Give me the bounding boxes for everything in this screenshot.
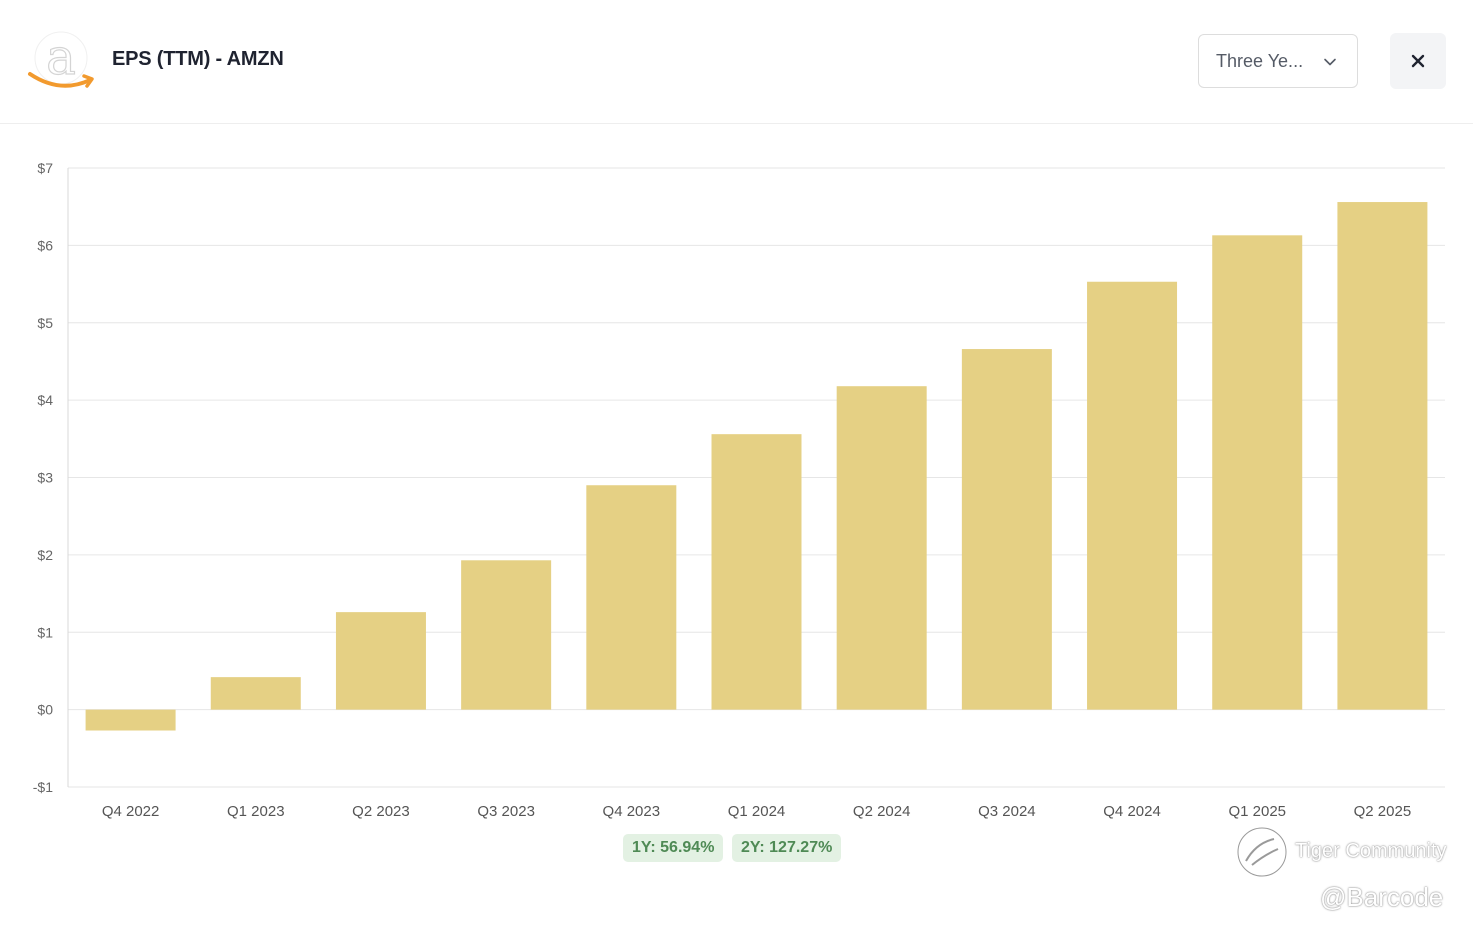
watermark-brand: Tiger Community bbox=[1295, 840, 1447, 862]
close-button[interactable] bbox=[1390, 33, 1446, 89]
modal-header: a EPS (TTM) - AMZN Three Ye... bbox=[0, 0, 1473, 124]
y-tick-label: $3 bbox=[37, 470, 53, 486]
x-tick-label: Q1 2023 bbox=[227, 803, 285, 820]
x-tick-label: Q2 2025 bbox=[1354, 803, 1412, 820]
bar bbox=[1212, 235, 1303, 710]
y-tick-label: $7 bbox=[37, 160, 53, 176]
bar bbox=[711, 434, 802, 710]
y-tick-label: $1 bbox=[37, 624, 53, 640]
bar bbox=[836, 386, 927, 710]
bar bbox=[1087, 281, 1178, 710]
x-tick-label: Q2 2023 bbox=[352, 803, 410, 820]
close-icon bbox=[1411, 54, 1425, 68]
bar bbox=[1337, 202, 1428, 710]
period-select[interactable]: Three Ye... bbox=[1198, 34, 1358, 88]
amazon-logo-icon: a bbox=[28, 28, 94, 88]
y-tick-label: $6 bbox=[37, 237, 53, 253]
x-tick-label: Q4 2022 bbox=[102, 803, 160, 820]
x-tick-label: Q1 2025 bbox=[1228, 803, 1286, 820]
x-tick-label: Q3 2024 bbox=[978, 803, 1036, 820]
period-select-value: Three Ye... bbox=[1216, 51, 1304, 71]
growth-badge-2y: 2Y: 127.27% bbox=[732, 834, 842, 862]
bar bbox=[586, 485, 677, 710]
chevron-down-icon bbox=[1324, 58, 1336, 66]
bar bbox=[85, 709, 176, 731]
y-tick-label: $4 bbox=[37, 392, 53, 408]
svg-text:a: a bbox=[46, 28, 76, 86]
x-tick-label: Q4 2023 bbox=[603, 803, 661, 820]
x-tick-label: Q2 2024 bbox=[853, 803, 911, 820]
tiger-community-logo-icon bbox=[1236, 826, 1288, 878]
bar bbox=[961, 349, 1052, 710]
growth-badge-1y: 1Y: 56.94% bbox=[623, 834, 724, 862]
y-tick-label: $0 bbox=[37, 702, 53, 718]
bar bbox=[335, 612, 426, 710]
watermark-handle: @Barcode bbox=[1320, 882, 1444, 912]
x-tick-label: Q4 2024 bbox=[1103, 803, 1161, 820]
eps-bar-chart: $7 $6 $5 $4 $3 $2 $1 $0 -$1 Q4 2022 Q1 2023 Q2 2023… bbox=[33, 160, 1445, 820]
y-tick-label: $5 bbox=[37, 315, 53, 331]
y-tick-label: -$1 bbox=[33, 779, 53, 795]
y-tick-label: $2 bbox=[37, 547, 53, 563]
x-tick-label: Q3 2023 bbox=[477, 803, 535, 820]
bar bbox=[461, 560, 552, 710]
bar bbox=[210, 677, 301, 710]
x-tick-label: Q1 2024 bbox=[728, 803, 786, 820]
page-title: EPS (TTM) - AMZN bbox=[112, 48, 284, 70]
